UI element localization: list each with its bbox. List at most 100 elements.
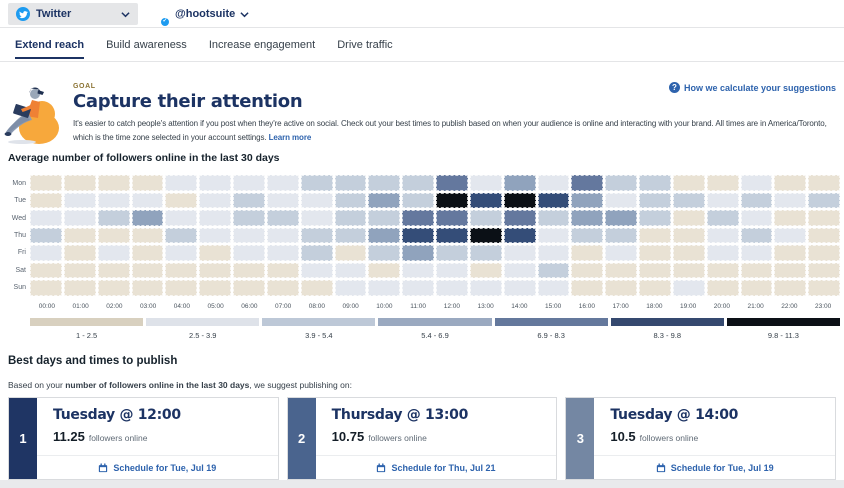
heatmap-cell xyxy=(537,175,570,191)
suggestion-time: Tuesday @ 12:00 xyxy=(53,407,181,423)
hour-label: 05:00 xyxy=(207,303,224,310)
account-selector-dropdown[interactable]: ✓ @hootsuite xyxy=(146,3,249,27)
heatmap-cell xyxy=(774,227,807,244)
heatmap-cell xyxy=(605,280,637,296)
legend-swatch xyxy=(30,318,144,326)
heatmap-cell xyxy=(97,210,130,226)
heatmap-cell xyxy=(97,227,130,244)
heatmap-cell xyxy=(469,227,502,244)
hour-label: 07:00 xyxy=(274,303,292,310)
heatmap-cell xyxy=(605,262,637,279)
heatmap-cell xyxy=(808,227,840,244)
heatmap-cell xyxy=(97,192,130,209)
heatmap-cell xyxy=(808,262,840,279)
heatmap-cell xyxy=(503,262,536,279)
heatmap-cell xyxy=(233,210,265,226)
help-link[interactable]: ? How we calculate your suggestions xyxy=(668,82,836,93)
legend-item: 2.5 - 3.9 xyxy=(146,318,260,340)
heatmap-cell xyxy=(672,210,705,226)
legend-label: 3.9 - 5.4 xyxy=(305,331,333,340)
heatmap-cell xyxy=(436,192,468,209)
heatmap-cell xyxy=(131,175,164,191)
heatmap-cell xyxy=(706,210,739,226)
suggestion-card-2: 2 Thursday @ 13:00 10.75 followers online… xyxy=(286,397,558,480)
goal-title: Capture their attention xyxy=(73,91,303,112)
legend-item: 5.4 - 6.9 xyxy=(378,318,492,340)
heatmap-cell xyxy=(131,245,164,261)
page-bottom-strip xyxy=(0,480,844,488)
legend-item: 9.8 - 11.3 xyxy=(726,318,840,340)
heatmap-cell xyxy=(469,280,502,296)
heatmap-cell xyxy=(672,175,705,191)
heatmap-cell xyxy=(199,175,231,191)
legend-swatch xyxy=(378,318,492,326)
heatmap-cell xyxy=(233,175,265,191)
legend-label: 8.3 - 9.8 xyxy=(653,331,682,340)
heatmap-cell xyxy=(266,192,299,209)
heatmap-cell xyxy=(503,175,536,191)
heatmap-cell xyxy=(199,245,231,261)
heatmap-cell xyxy=(199,262,231,279)
heatmap-cell xyxy=(537,262,570,279)
heatmap-cell xyxy=(774,175,807,191)
heatmap-cell xyxy=(469,210,502,226)
heatmap-cell xyxy=(503,210,536,226)
heatmap-cell xyxy=(63,210,96,226)
schedule-button[interactable]: Schedule for Tue, Jul 19 xyxy=(37,455,278,479)
heatmap-cell xyxy=(30,262,62,279)
legend-label: 9.8 - 11.3 xyxy=(767,331,799,340)
heatmap-cell xyxy=(503,192,536,209)
day-label: Wed xyxy=(11,214,26,222)
learn-more-link[interactable]: Learn more xyxy=(268,132,312,142)
heatmap-cell xyxy=(706,245,739,261)
day-label: Tue xyxy=(14,197,26,205)
heatmap-cell xyxy=(571,280,604,296)
heatmap-cell xyxy=(368,262,401,279)
heatmap-cell xyxy=(266,280,299,296)
heatmap-cell xyxy=(639,262,671,279)
heatmap-cell xyxy=(30,280,62,296)
network-selector-dropdown[interactable]: Twitter xyxy=(8,3,138,25)
tab-build-awareness[interactable]: Build awareness xyxy=(106,39,187,51)
heatmap-cell xyxy=(233,227,265,244)
heatmap-cell xyxy=(672,192,705,209)
schedule-button[interactable]: Schedule for Tue, Jul 19 xyxy=(594,455,836,479)
heatmap-cell xyxy=(808,245,840,261)
heatmap-cell xyxy=(537,227,570,244)
heatmap-cell xyxy=(469,175,502,191)
heatmap-cell xyxy=(571,262,604,279)
tab-drive-traffic[interactable]: Drive traffic xyxy=(337,39,393,51)
heatmap-cell xyxy=(402,192,434,209)
suggestion-time: Tuesday @ 14:00 xyxy=(610,407,739,423)
heatmap-cell xyxy=(334,280,367,296)
heatmap-cell xyxy=(63,245,96,261)
legend-label: 6.9 - 8.3 xyxy=(537,331,565,340)
calendar-icon xyxy=(656,462,665,472)
heatmap-cell xyxy=(233,262,265,279)
schedule-button[interactable]: Schedule for Thu, Jul 21 xyxy=(315,455,557,479)
heatmap-cell xyxy=(808,280,840,296)
heatmap-cell xyxy=(233,245,265,261)
tab-increase-engagement[interactable]: Increase engagement xyxy=(208,39,316,51)
day-label: Thu xyxy=(13,231,26,239)
hour-label: 17:00 xyxy=(612,303,629,310)
heatmap-cell xyxy=(63,280,96,296)
heatmap-cell xyxy=(436,245,468,261)
tab-extend-reach[interactable]: Extend reach xyxy=(15,30,85,59)
calendar-icon xyxy=(99,462,108,472)
heatmap-cell xyxy=(808,175,840,191)
heatmap-cell xyxy=(571,175,604,191)
heatmap-cell xyxy=(571,245,604,261)
hour-label: 13:00 xyxy=(477,303,494,310)
heatmap-cell xyxy=(300,192,333,209)
heatmap-cell xyxy=(537,210,570,226)
heatmap-cell xyxy=(774,280,807,296)
heatmap-cell xyxy=(334,192,367,209)
heatmap-cell xyxy=(63,175,96,191)
hour-label: 12:00 xyxy=(443,303,461,310)
heatmap-cell xyxy=(639,245,671,261)
hour-label: 19:00 xyxy=(679,303,697,310)
heatmap-cell xyxy=(605,245,637,261)
rank-band: 3 xyxy=(566,398,595,479)
heatmap-cell xyxy=(605,175,637,191)
